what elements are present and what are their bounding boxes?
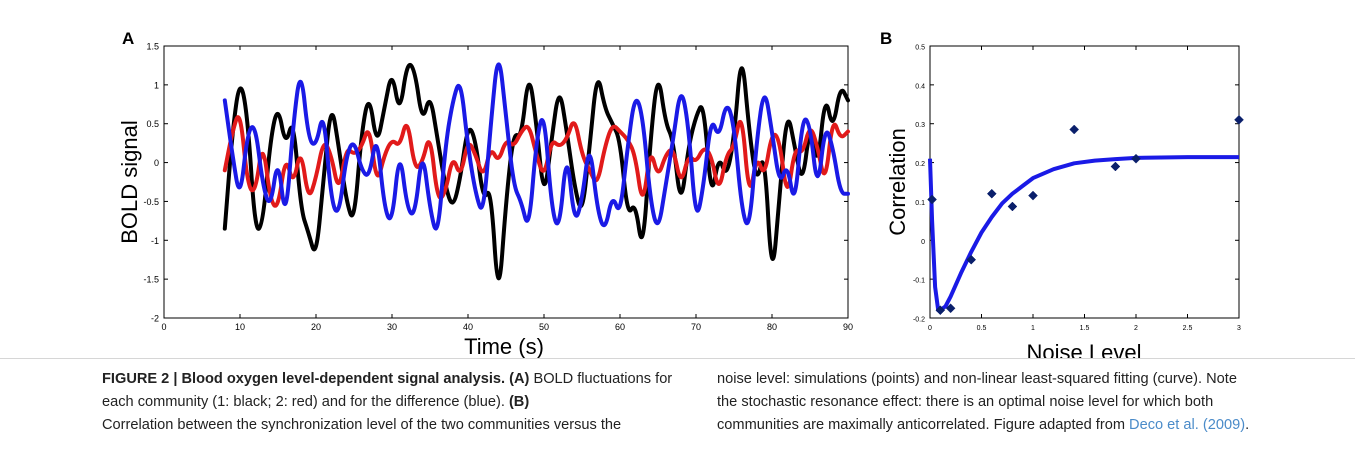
caption-right: noise level: simulations (points) and no… bbox=[717, 368, 1252, 437]
panel-b: B 0 0.5 1 1.5 2 2.5 3-0.2-0.100.10.20.30.40.5 … bbox=[880, 29, 1244, 358]
panel-a-ticks: 0 10 20 30 40 50 60 70 80 90 -2 -1.5 -1 -0.5 0 0.5 1 1.5 bbox=[143, 42, 853, 333]
caption-b-tag: (B) bbox=[508, 394, 530, 410]
y-tick-label: -2 bbox=[151, 314, 159, 324]
x-tick-label: 20 bbox=[311, 322, 321, 332]
x-tick-label: 30 bbox=[387, 322, 397, 332]
data-point-marker bbox=[927, 194, 937, 205]
y-tick-label: 1 bbox=[154, 80, 159, 90]
panel-b-ticks: 0 0.5 1 1.5 2 2.5 3 -0.2 -0.1 0 0.1 0.2 0.3 0.4 0.5 bbox=[913, 45, 1241, 333]
x-tick-label: 0.5 bbox=[977, 325, 987, 332]
caption-figure-label: FIGURE 2 | Blood oxygen level-dependent … bbox=[102, 371, 506, 387]
x-tick-label: 2 bbox=[1134, 325, 1138, 332]
y-tick-label: 0.1 bbox=[915, 200, 925, 207]
y-tick-label: 0.2 bbox=[915, 161, 925, 168]
panel-a-axes-box bbox=[163, 45, 849, 319]
x-tick-label: 0 bbox=[161, 322, 166, 332]
panel-b-ylabel: Correlation bbox=[885, 128, 910, 236]
data-point-marker bbox=[1028, 190, 1038, 201]
reference-link[interactable]: Deco et al. (2009) bbox=[1129, 417, 1246, 433]
caption-right-text: noise level: simulations (points) and no… bbox=[717, 371, 1237, 433]
x-tick-label: 3 bbox=[1237, 325, 1241, 332]
x-tick-label: 2.5 bbox=[1183, 325, 1193, 332]
x-tick-label: 60 bbox=[615, 322, 625, 332]
y-tick-label: -0.1 bbox=[913, 278, 925, 285]
caption-a-tag: (A) bbox=[509, 371, 530, 387]
panel-b-label: B bbox=[880, 29, 892, 48]
figure-svg: A 0 10 20 30 40 50 60 70 80 90-2-1.5-1-0.500.511.… bbox=[117, 29, 1244, 358]
x-tick-label: 1 bbox=[1031, 325, 1035, 332]
y-tick-label: 1.5 bbox=[146, 42, 159, 52]
x-tick-label: 40 bbox=[463, 322, 473, 332]
panel-b-series bbox=[927, 114, 1244, 316]
x-tick-label: 1.5 bbox=[1080, 325, 1090, 332]
y-tick-label: 0.3 bbox=[915, 122, 925, 129]
caption-a-text: BOLD fluctuations for each community (1:… bbox=[102, 371, 673, 410]
panel-a: A 0 10 20 30 40 50 60 70 80 90 -2 -1.5 -1 -0.5 0 0.5 1 1.… bbox=[117, 29, 853, 358]
caption-end: . bbox=[1245, 417, 1250, 433]
figure-frame: A 0 10 20 30 40 50 60 70 80 90 -2 -1.5 -1 -0.5 0 0.5 1 1.… bbox=[0, 29, 1355, 359]
x-tick-label: 10 bbox=[235, 322, 245, 332]
x-tick-label: 70 bbox=[691, 322, 701, 332]
data-point-marker bbox=[945, 303, 956, 314]
data-point-marker bbox=[1110, 161, 1121, 172]
panel-a-label: A bbox=[122, 29, 134, 48]
data-point-marker bbox=[986, 188, 997, 199]
y-tick-label: -1 bbox=[151, 236, 159, 246]
data-point-marker bbox=[1234, 114, 1244, 125]
panel-b-xlabel: Noise Level bbox=[1027, 340, 1142, 358]
caption-b-text: Correlation between the synchronization … bbox=[102, 417, 622, 433]
panel-a-xlabel: Time (s) bbox=[464, 334, 544, 358]
data-point-marker bbox=[1131, 153, 1141, 164]
data-point-marker bbox=[1069, 124, 1080, 135]
y-tick-label: 0 bbox=[154, 158, 159, 168]
x-tick-label: 80 bbox=[767, 322, 777, 332]
panel-a-ylabel: BOLD signal bbox=[117, 120, 142, 244]
y-tick-label: -1.5 bbox=[143, 275, 159, 285]
y-tick-label: -0.5 bbox=[143, 197, 159, 207]
data-point-marker bbox=[966, 254, 977, 265]
x-tick-label: 0 bbox=[928, 325, 932, 332]
x-tick-label: 90 bbox=[843, 322, 853, 332]
y-tick-label: 0.5 bbox=[146, 119, 159, 129]
data-point-marker bbox=[935, 305, 946, 316]
caption-left: FIGURE 2 | Blood oxygen level-dependent … bbox=[102, 368, 692, 437]
panel-b-axes-box bbox=[929, 45, 1240, 319]
y-tick-label: -0.2 bbox=[913, 317, 925, 324]
y-tick-label: 0 bbox=[921, 239, 925, 246]
x-tick-label: 50 bbox=[539, 322, 549, 332]
y-tick-label: 0.4 bbox=[915, 83, 925, 90]
fit-curve-line bbox=[928, 155, 1239, 313]
data-point-marker bbox=[1007, 201, 1018, 212]
panel-a-series bbox=[222, 62, 850, 281]
y-tick-label: 0.5 bbox=[915, 45, 925, 52]
series-blue-line bbox=[222, 62, 850, 231]
